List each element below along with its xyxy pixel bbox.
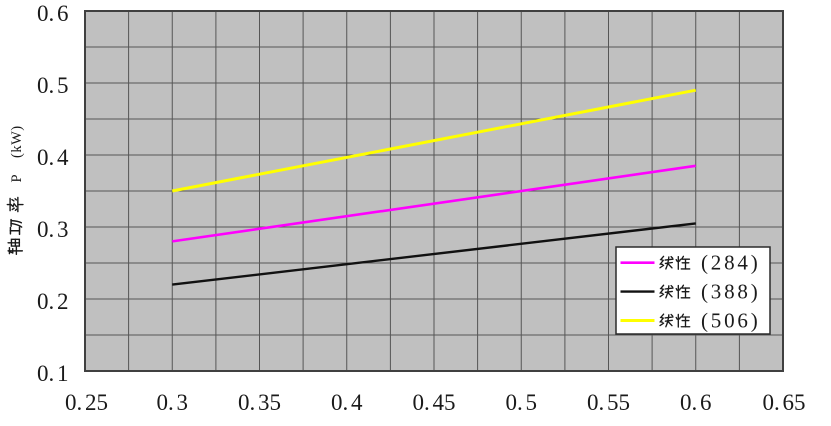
svg-text:0. 4: 0. 4: [37, 145, 69, 170]
svg-text:0. 65: 0. 65: [763, 390, 806, 415]
svg-text:0. 5: 0. 5: [37, 73, 69, 98]
svg-text:0. 1: 0. 1: [37, 361, 69, 386]
svg-text:0. 45: 0. 45: [413, 390, 456, 415]
svg-text:0. 6: 0. 6: [37, 1, 69, 26]
svg-text:0. 25: 0. 25: [65, 390, 108, 415]
svg-text:0. 35: 0. 35: [238, 390, 281, 415]
svg-text:P: P: [9, 174, 25, 182]
svg-text:0. 5: 0. 5: [506, 390, 538, 415]
svg-text:0. 4: 0. 4: [331, 390, 363, 415]
svg-text:(506): (506): [701, 309, 761, 333]
svg-text:0. 55: 0. 55: [587, 390, 630, 415]
svg-text:0. 6: 0. 6: [680, 390, 712, 415]
svg-text:0. 3: 0. 3: [157, 390, 189, 415]
svg-text:(388): (388): [701, 280, 761, 304]
svg-text:(284): (284): [701, 251, 761, 275]
svg-text:0. 2: 0. 2: [37, 289, 69, 314]
svg-text:0. 3: 0. 3: [37, 217, 69, 242]
svg-text:(kW): (kW): [9, 125, 25, 158]
